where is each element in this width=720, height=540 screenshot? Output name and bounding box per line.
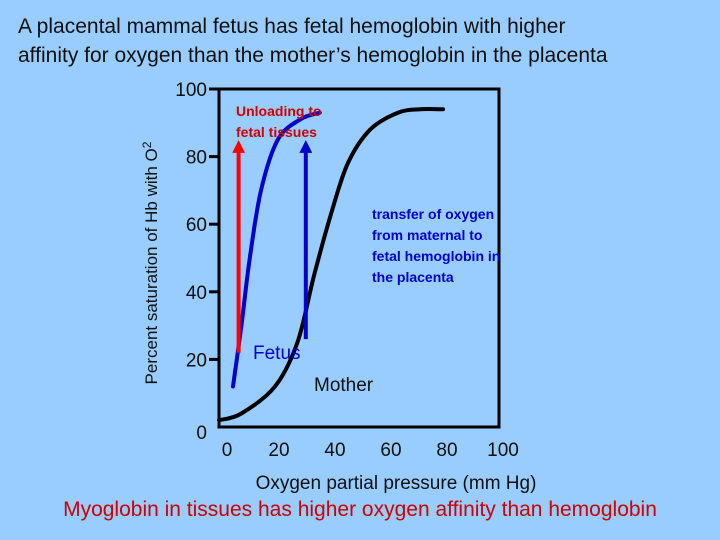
y-axis: 0 20 40 60 80 100	[175, 80, 218, 444]
y-axis-label-subscript: 2	[140, 141, 154, 148]
x-tick-label: 60	[380, 440, 401, 461]
y-tick-label: 0	[196, 423, 207, 444]
title-line-1: A placental mammal fetus has fetal hemog…	[18, 15, 566, 38]
x-tick-label: 100	[487, 440, 519, 461]
y-tick-label: 100	[175, 80, 207, 101]
plot-frame	[217, 87, 501, 429]
fetus-series-label: Fetus	[253, 343, 301, 364]
transfer-line-2: from maternal to	[372, 227, 482, 243]
fetus-curve	[231, 110, 322, 389]
mother-series-label: Mother	[314, 375, 374, 396]
footer-note: Myoglobin in tissues has higher oxygen a…	[63, 498, 657, 521]
y-axis-label: Percent saturation of Hb with O2	[140, 141, 161, 384]
oxygen-dissociation-chart: 0 20 40 60 80 100 0 20 40 60 80 100 Percent satura…	[140, 80, 537, 494]
x-axis: 0 20 40 60 80 100	[222, 440, 519, 461]
title-line-2: affinity for oxygen than the mother’s he…	[18, 44, 608, 67]
y-tick-label: 40	[186, 283, 207, 304]
x-tick-label: 80	[436, 440, 457, 461]
x-axis-label: Oxygen partial pressure (mm Hg)	[256, 473, 537, 494]
transfer-annotation: transfer of oxygen from maternal to feta…	[372, 206, 504, 285]
y-tick-label: 80	[186, 148, 207, 169]
unloading-line-2: fetal tissues	[236, 124, 317, 140]
x-tick-label: 20	[268, 440, 289, 461]
x-tick-label: 0	[222, 440, 233, 461]
transfer-line-1: transfer of oxygen	[372, 206, 494, 222]
transfer-line-3: fetal hemoglobin in	[372, 248, 500, 264]
x-tick-label: 40	[324, 440, 345, 461]
transfer-line-4: the placenta	[372, 269, 454, 285]
y-tick-label: 60	[186, 215, 207, 236]
unloading-annotation: Unloading to fetal tissues	[236, 103, 325, 140]
unloading-line-1: Unloading to	[236, 103, 322, 119]
y-axis-label-main: Percent saturation of Hb with O	[142, 148, 161, 384]
slide-title: A placental mammal fetus has fetal hemog…	[18, 12, 608, 70]
y-tick-label: 20	[186, 350, 207, 371]
mother-curve	[217, 107, 445, 423]
